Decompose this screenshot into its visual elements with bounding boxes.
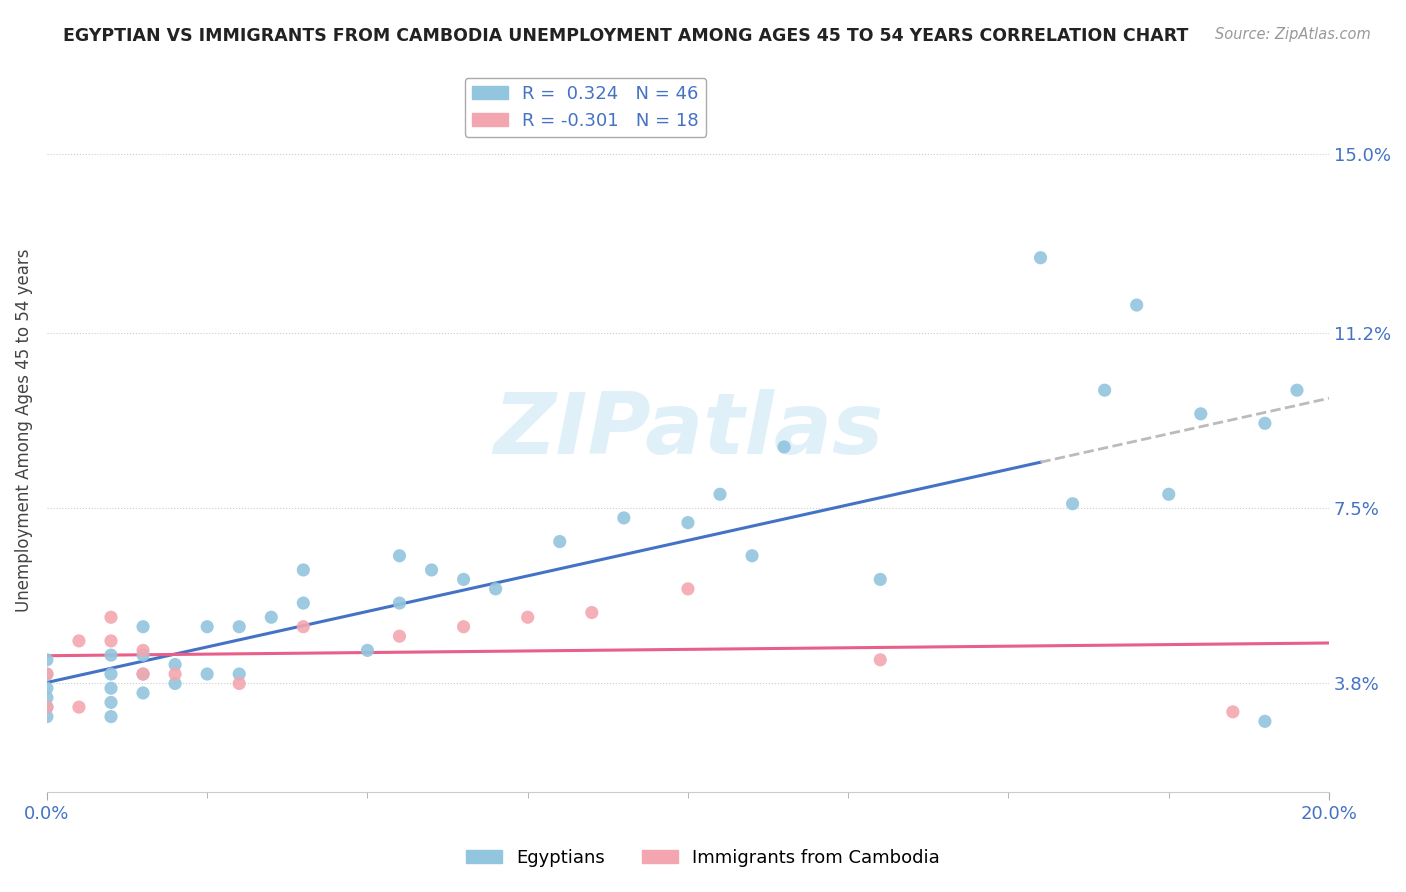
Point [132,686,155,700]
Text: Source: ZipAtlas.com: Source: ZipAtlas.com [1215,27,1371,42]
Point [420,563,443,577]
Point [35,709,58,723]
Point [453,620,475,634]
Point [100,648,122,662]
Point [388,596,411,610]
Point [1222,705,1244,719]
Point [1062,497,1084,511]
Point [869,653,891,667]
Point [100,709,122,723]
Point [35,700,58,714]
Point [453,573,475,587]
Point [228,667,250,681]
Y-axis label: Unemployment Among Ages 45 to 54 years: Unemployment Among Ages 45 to 54 years [15,249,32,612]
Point [228,620,250,634]
Point [709,487,731,501]
Point [35,667,58,681]
Point [1254,417,1277,431]
Point [388,549,411,563]
Legend: R =  0.324   N = 46, R = -0.301   N = 18: R = 0.324 N = 46, R = -0.301 N = 18 [464,78,706,137]
Point [100,667,122,681]
Point [35,700,58,714]
Point [516,610,538,624]
Point [35,667,58,681]
Point [67,700,90,714]
Point [100,681,122,696]
Point [132,643,155,657]
Point [676,516,699,530]
Point [132,667,155,681]
Point [35,690,58,705]
Text: EGYPTIAN VS IMMIGRANTS FROM CAMBODIA UNEMPLOYMENT AMONG AGES 45 TO 54 YEARS CORR: EGYPTIAN VS IMMIGRANTS FROM CAMBODIA UNE… [63,27,1188,45]
Point [260,610,283,624]
Text: ZIPatlas: ZIPatlas [494,389,883,472]
Point [132,620,155,634]
Point [132,648,155,662]
Point [581,606,603,620]
Point [1285,383,1308,397]
Point [100,695,122,709]
Point [1254,714,1277,729]
Point [132,667,155,681]
Point [548,534,571,549]
Point [100,610,122,624]
Point [35,653,58,667]
Point [869,573,891,587]
Point [485,582,508,596]
Point [613,511,636,525]
Point [165,657,187,672]
Point [741,549,763,563]
Point [1125,298,1147,312]
Point [1189,407,1212,421]
Point [356,643,378,657]
Point [773,440,796,454]
Point [67,634,90,648]
Point [1094,383,1116,397]
Point [165,667,187,681]
Point [292,596,315,610]
Point [35,681,58,696]
Point [165,676,187,690]
Point [292,563,315,577]
Point [195,667,218,681]
Point [228,676,250,690]
Point [1157,487,1180,501]
Point [100,634,122,648]
Point [195,620,218,634]
Point [292,620,315,634]
Legend: Egyptians, Immigrants from Cambodia: Egyptians, Immigrants from Cambodia [458,842,948,874]
Point [676,582,699,596]
Point [388,629,411,643]
Point [1029,251,1052,265]
